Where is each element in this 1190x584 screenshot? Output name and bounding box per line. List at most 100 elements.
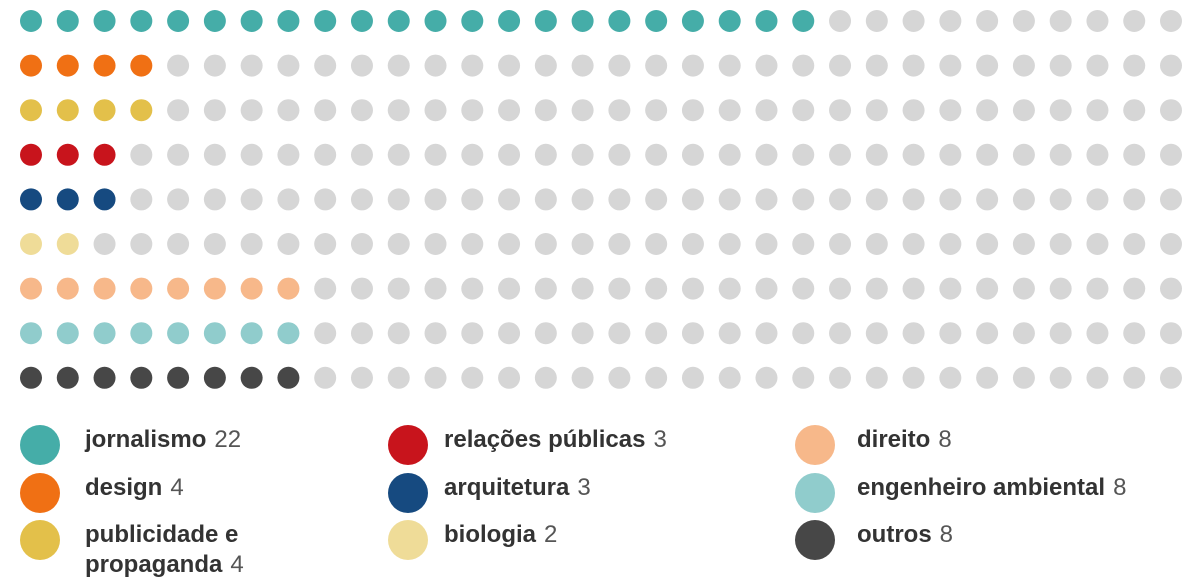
empty-dot <box>498 99 521 122</box>
dot <box>608 10 631 32</box>
empty-dot <box>571 233 594 255</box>
empty-dot <box>461 233 484 255</box>
empty-dot <box>350 99 373 122</box>
empty-dot <box>387 143 410 166</box>
empty-dot <box>1086 233 1109 255</box>
empty-dot <box>424 277 447 300</box>
legend-value: 8 <box>1113 474 1127 501</box>
empty-dot <box>681 322 704 345</box>
empty-dot <box>1160 54 1182 77</box>
empty-dot <box>939 10 962 32</box>
dot <box>350 10 373 32</box>
empty-dot <box>1123 366 1146 389</box>
empty-dot <box>976 188 999 211</box>
empty-dot <box>461 54 484 77</box>
empty-dot <box>1012 99 1035 122</box>
empty-dot <box>1012 188 1035 211</box>
empty-dot <box>350 277 373 300</box>
empty-dot <box>681 233 704 255</box>
empty-dot <box>1160 322 1182 345</box>
dot <box>20 233 42 255</box>
empty-dot <box>277 188 300 211</box>
legend-value: 4 <box>170 474 184 501</box>
empty-dot <box>314 143 337 166</box>
legend-swatch <box>20 520 60 560</box>
legend-value: 3 <box>653 426 667 453</box>
dot <box>571 10 594 32</box>
legend-swatch <box>388 473 428 513</box>
empty-dot <box>1086 99 1109 122</box>
empty-dot <box>645 322 668 345</box>
empty-dot <box>829 10 852 32</box>
empty-dot <box>167 188 190 211</box>
empty-dot <box>792 188 815 211</box>
legend-swatch <box>388 520 428 560</box>
empty-dot <box>608 366 631 389</box>
dot <box>93 188 116 211</box>
empty-dot <box>1049 188 1072 211</box>
dot <box>277 277 300 300</box>
empty-dot <box>1123 143 1146 166</box>
dot <box>498 10 521 32</box>
dot <box>240 366 263 389</box>
dot <box>93 143 116 166</box>
empty-dot <box>314 188 337 211</box>
dot <box>167 322 190 345</box>
empty-dot <box>829 366 852 389</box>
dot <box>240 322 263 345</box>
legend-label: design <box>85 474 163 501</box>
empty-dot <box>350 54 373 77</box>
empty-dot <box>865 233 888 255</box>
empty-dot <box>865 366 888 389</box>
dot <box>130 322 153 345</box>
empty-dot <box>1049 143 1072 166</box>
empty-dot <box>608 277 631 300</box>
dot <box>130 366 153 389</box>
empty-dot <box>461 366 484 389</box>
empty-dot <box>976 322 999 345</box>
empty-dot <box>534 233 557 255</box>
legend-item: biologia 2 <box>388 520 768 560</box>
empty-dot <box>571 143 594 166</box>
empty-dot <box>681 54 704 77</box>
legend-value: 8 <box>938 426 952 453</box>
dot <box>681 10 704 32</box>
empty-dot <box>902 277 925 300</box>
empty-dot <box>498 54 521 77</box>
empty-dot <box>571 277 594 300</box>
dot <box>20 99 42 122</box>
empty-dot <box>718 366 741 389</box>
dot <box>424 10 447 32</box>
empty-dot <box>534 54 557 77</box>
legend-label: engenheiro ambiental <box>857 474 1106 501</box>
dot <box>93 277 116 300</box>
empty-dot <box>829 99 852 122</box>
empty-dot <box>865 54 888 77</box>
empty-dot <box>1160 277 1182 300</box>
empty-dot <box>681 188 704 211</box>
legend-swatch <box>795 520 835 560</box>
dot <box>461 10 484 32</box>
legend-text: jornalismo 22 <box>85 425 285 455</box>
dot <box>203 10 226 32</box>
dot <box>56 143 79 166</box>
empty-dot <box>277 143 300 166</box>
empty-dot <box>718 54 741 77</box>
legend-swatch <box>20 473 60 513</box>
empty-dot <box>829 277 852 300</box>
empty-dot <box>203 143 226 166</box>
empty-dot <box>865 143 888 166</box>
empty-dot <box>865 188 888 211</box>
empty-dot <box>976 277 999 300</box>
dot <box>167 366 190 389</box>
legend-value: 2 <box>544 521 558 548</box>
empty-dot <box>865 277 888 300</box>
empty-dot <box>718 233 741 255</box>
empty-dot <box>314 366 337 389</box>
empty-dot <box>130 188 153 211</box>
empty-dot <box>645 188 668 211</box>
empty-dot <box>1049 54 1072 77</box>
empty-dot <box>902 366 925 389</box>
empty-dot <box>939 99 962 122</box>
legend-label: publicidade e propaganda <box>85 521 239 578</box>
